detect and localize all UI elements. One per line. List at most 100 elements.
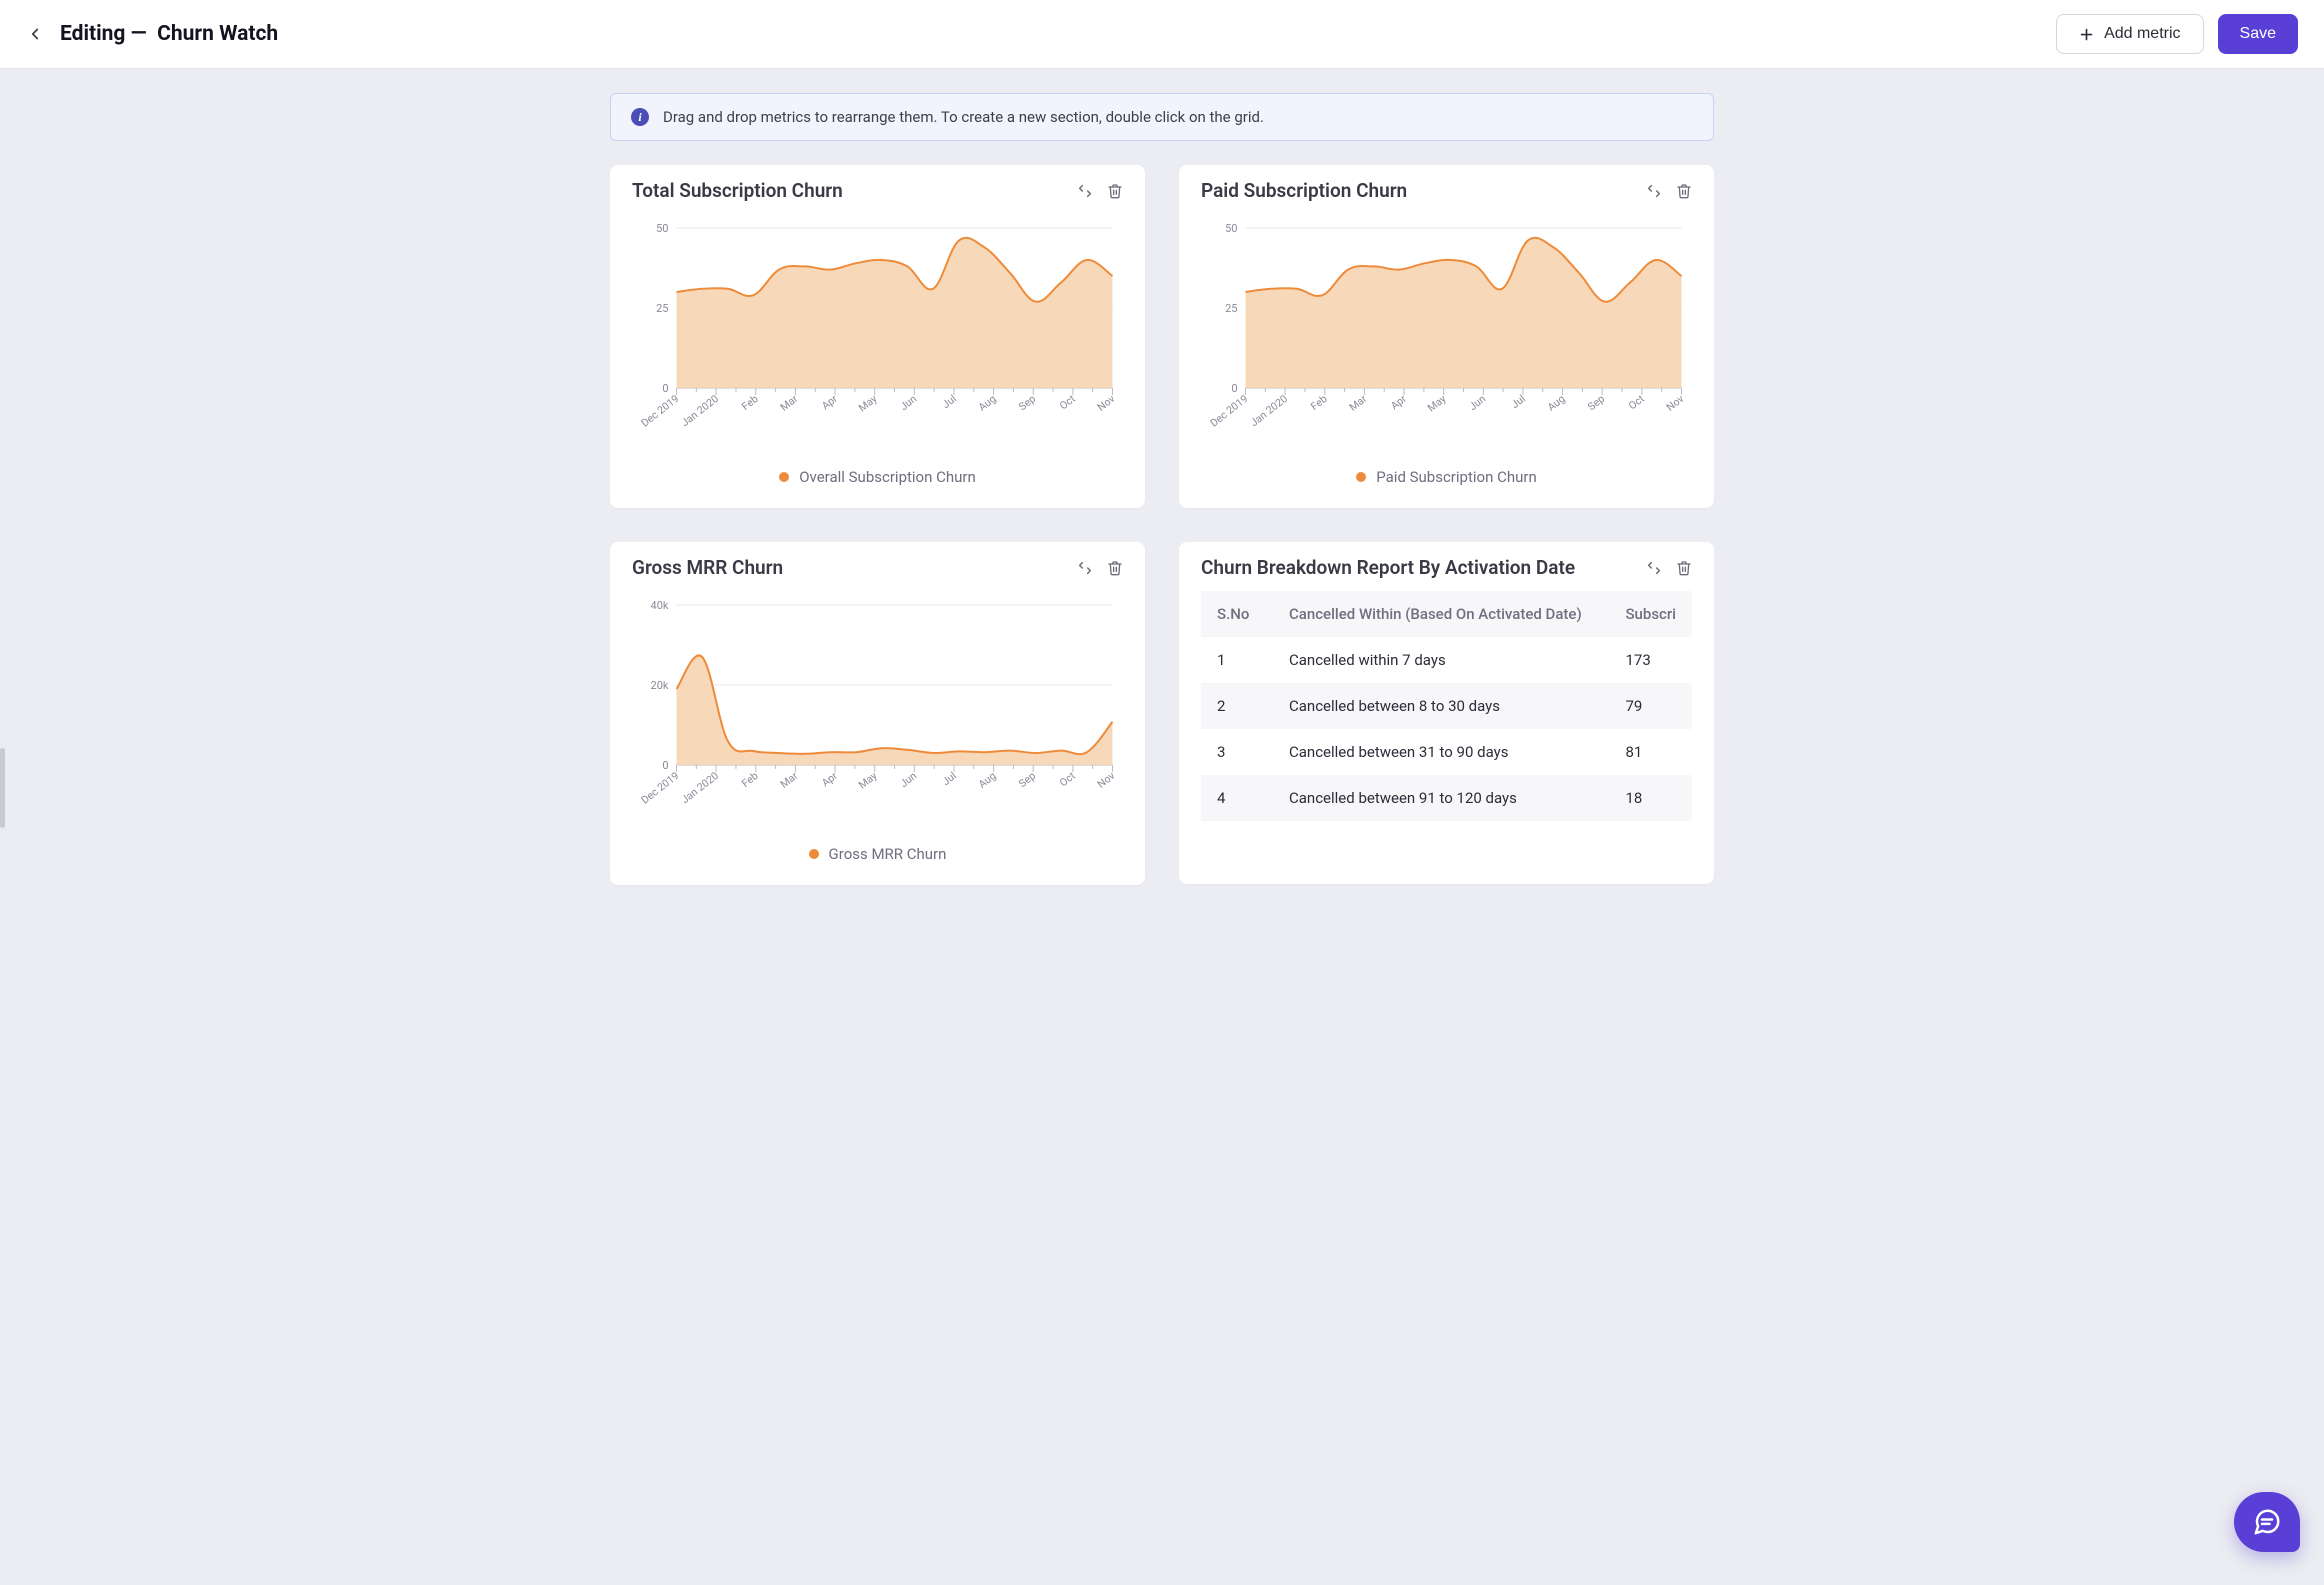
svg-text:25: 25	[1225, 302, 1237, 315]
svg-text:Mar: Mar	[778, 769, 801, 791]
add-metric-label: Add metric	[2104, 25, 2180, 43]
svg-text:Sep: Sep	[1585, 392, 1607, 413]
svg-text:50: 50	[1225, 222, 1237, 235]
card-actions	[1646, 560, 1692, 576]
chart-legend: Gross MRR Churn	[632, 845, 1123, 863]
card-header: Gross MRR Churn	[632, 556, 1123, 579]
editing-label: Editing	[60, 22, 125, 46]
svg-text:Jun: Jun	[897, 392, 919, 413]
card-header: Total Subscription Churn	[632, 179, 1123, 202]
cell-label: Cancelled between 91 to 120 days	[1273, 775, 1609, 821]
trash-icon[interactable]	[1676, 560, 1692, 576]
card-header: Churn Breakdown Report By Activation Dat…	[1201, 556, 1692, 579]
chart: 02550Dec 2019Jan 2020FebMarAprMayJunJulA…	[632, 210, 1123, 440]
legend-label: Gross MRR Churn	[829, 845, 947, 863]
svg-text:May: May	[856, 769, 880, 791]
svg-text:Nov: Nov	[1664, 392, 1687, 414]
card-header: Paid Subscription Churn	[1201, 179, 1692, 202]
info-banner: i Drag and drop metrics to rearrange the…	[610, 93, 1714, 141]
cell-sno: 3	[1201, 729, 1273, 775]
cell-sno: 4	[1201, 775, 1273, 821]
card-title: Gross MRR Churn	[632, 556, 783, 579]
svg-text:Jul: Jul	[940, 769, 959, 788]
chat-icon	[2252, 1507, 2282, 1537]
svg-text:Apr: Apr	[819, 769, 840, 790]
svg-text:0: 0	[662, 759, 668, 772]
topbar-left: Editing — Churn Watch	[26, 22, 278, 46]
svg-text:25: 25	[656, 302, 668, 315]
swap-icon[interactable]	[1077, 183, 1093, 199]
svg-text:Aug: Aug	[1545, 392, 1568, 414]
chart: 02550Dec 2019Jan 2020FebMarAprMayJunJulA…	[1201, 210, 1692, 440]
card-actions	[1646, 183, 1692, 199]
cell-value: 79	[1609, 683, 1692, 729]
svg-text:Jun: Jun	[897, 769, 919, 790]
trash-icon[interactable]	[1676, 183, 1692, 199]
col-sno: S.No	[1201, 591, 1273, 637]
topbar-right: Add metric Save	[2056, 14, 2298, 54]
cell-label: Cancelled within 7 days	[1273, 637, 1609, 683]
svg-text:Mar: Mar	[778, 392, 801, 414]
svg-text:Feb: Feb	[1308, 392, 1330, 413]
svg-text:0: 0	[1231, 382, 1237, 395]
svg-text:Nov: Nov	[1095, 769, 1118, 791]
churn-table: S.No Cancelled Within (Based On Activate…	[1201, 591, 1692, 821]
swap-icon[interactable]	[1077, 560, 1093, 576]
page-title: Editing — Churn Watch	[60, 22, 278, 46]
svg-text:0: 0	[662, 382, 668, 395]
svg-text:40k: 40k	[651, 599, 669, 612]
svg-text:Jun: Jun	[1466, 392, 1488, 413]
table-header-row: S.No Cancelled Within (Based On Activate…	[1201, 591, 1692, 637]
back-icon[interactable]	[26, 25, 44, 43]
swap-icon[interactable]	[1646, 560, 1662, 576]
svg-text:Jul: Jul	[1509, 392, 1528, 411]
table-row[interactable]: 2Cancelled between 8 to 30 days79	[1201, 683, 1692, 729]
add-metric-button[interactable]: Add metric	[2056, 14, 2203, 54]
card-paid-subscription-churn[interactable]: Paid Subscription Churn 0 25 50 Dec 2019Jan…	[1179, 165, 1714, 508]
info-icon: i	[631, 108, 649, 126]
svg-text:Oct: Oct	[1057, 392, 1078, 413]
svg-text:Dec 2019: Dec 2019	[1208, 392, 1251, 429]
topbar: Editing — Churn Watch Add metric Save	[0, 0, 2324, 69]
col-subscriptions: Subscri	[1609, 591, 1692, 637]
card-actions	[1077, 183, 1123, 199]
cell-label: Cancelled between 31 to 90 days	[1273, 729, 1609, 775]
card-total-subscription-churn[interactable]: Total Subscription Churn 02550Dec 2019Ja…	[610, 165, 1145, 508]
svg-text:Jan 2020: Jan 2020	[1248, 392, 1290, 429]
table-row[interactable]: 3Cancelled between 31 to 90 days81	[1201, 729, 1692, 775]
save-button[interactable]: Save	[2218, 14, 2298, 54]
chart-legend: Overall Subscription Churn	[632, 468, 1123, 486]
trash-icon[interactable]	[1107, 560, 1123, 576]
card-title: Paid Subscription Churn	[1201, 179, 1407, 202]
svg-text:Mar: Mar	[1347, 392, 1370, 414]
legend-label: Overall Subscription Churn	[799, 468, 976, 486]
svg-text:Apr: Apr	[1388, 392, 1409, 413]
title-dash: —	[131, 22, 147, 46]
chat-fab[interactable]	[2234, 1492, 2300, 1552]
svg-text:Apr: Apr	[819, 392, 840, 413]
card-title: Churn Breakdown Report By Activation Dat…	[1201, 556, 1575, 579]
card-title: Total Subscription Churn	[632, 179, 843, 202]
cell-value: 18	[1609, 775, 1692, 821]
svg-text:Aug: Aug	[976, 769, 999, 791]
col-cancelled: Cancelled Within (Based On Activated Dat…	[1273, 591, 1609, 637]
table-row[interactable]: 4Cancelled between 91 to 120 days18	[1201, 775, 1692, 821]
svg-text:Dec 2019: Dec 2019	[639, 392, 682, 429]
svg-text:50: 50	[656, 222, 668, 235]
svg-text:Jul: Jul	[940, 392, 959, 411]
save-label: Save	[2240, 25, 2276, 43]
cell-value: 173	[1609, 637, 1692, 683]
svg-text:Dec 2019: Dec 2019	[639, 769, 682, 806]
container: i Drag and drop metrics to rearrange the…	[610, 93, 1714, 885]
card-gross-mrr-churn[interactable]: Gross MRR Churn 020k40kDec 2019Jan 2020F…	[610, 542, 1145, 885]
card-churn-breakdown-table[interactable]: Churn Breakdown Report By Activation Dat…	[1179, 542, 1714, 884]
svg-text:Feb: Feb	[739, 769, 761, 790]
svg-text:Nov: Nov	[1095, 392, 1118, 414]
svg-text:Sep: Sep	[1016, 392, 1038, 413]
table-row[interactable]: 1Cancelled within 7 days173	[1201, 637, 1692, 683]
plus-icon	[2079, 27, 2094, 42]
swap-icon[interactable]	[1646, 183, 1662, 199]
resize-handle[interactable]	[0, 748, 5, 828]
legend-dot	[779, 472, 789, 482]
trash-icon[interactable]	[1107, 183, 1123, 199]
